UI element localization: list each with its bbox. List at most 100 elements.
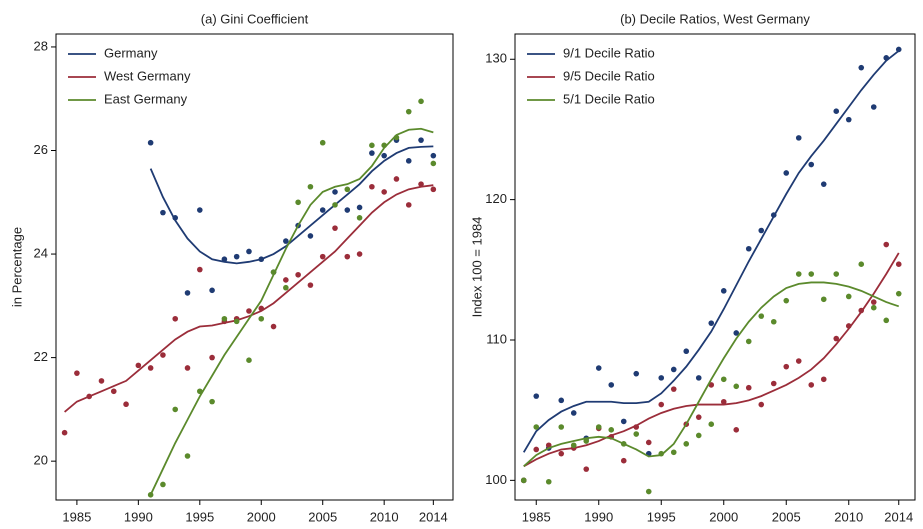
plot-frame: [514, 33, 916, 501]
y-tick-label: 22: [34, 349, 48, 364]
data-point: [633, 370, 640, 377]
data-point: [197, 207, 203, 213]
data-point: [418, 137, 424, 143]
data-point: [833, 108, 840, 114]
x-tick-label: 1990: [124, 509, 153, 524]
data-point: [295, 271, 301, 278]
data-point: [283, 284, 289, 291]
data-point: [381, 152, 387, 159]
data-point: [783, 297, 790, 304]
data-point: [570, 442, 577, 449]
data-point: [770, 380, 777, 387]
y-tick-label: 28: [34, 38, 48, 53]
legend-label: East Germany: [104, 91, 188, 106]
data-point: [319, 207, 326, 213]
data-point: [833, 271, 840, 277]
data-point: [858, 64, 865, 71]
data-point: [405, 158, 412, 164]
smoothed-line: [523, 252, 900, 468]
data-point: [184, 453, 191, 459]
data-point: [608, 427, 615, 433]
data-point: [283, 277, 289, 283]
data-point: [344, 207, 351, 213]
data-point: [283, 238, 289, 244]
x-tick-label: 2000: [709, 509, 738, 524]
x-tick-label: 2010: [370, 509, 399, 524]
data-point: [545, 478, 552, 485]
data-point: [695, 432, 702, 439]
data-point: [233, 253, 240, 260]
y-axis-label: in Percentage: [9, 227, 24, 307]
x-tick-label: 2010: [834, 509, 863, 524]
data-point: [98, 378, 105, 384]
data-point: [369, 150, 375, 156]
data-point: [870, 304, 877, 311]
data-point: [246, 308, 252, 314]
data-point: [160, 352, 166, 358]
data-point: [356, 215, 363, 221]
data-point: [520, 477, 527, 484]
data-point: [558, 450, 565, 457]
data-point: [783, 363, 790, 370]
chart-title: (b) Decile Ratios, West Germany: [620, 11, 810, 26]
data-point: [418, 181, 424, 187]
y-axis-label: Index 100 = 1984: [469, 217, 484, 318]
data-point: [172, 406, 179, 413]
data-point: [307, 233, 314, 239]
data-point: [658, 401, 665, 408]
data-point: [74, 370, 80, 376]
data-point: [405, 202, 412, 208]
data-point: [820, 181, 827, 187]
data-point: [332, 225, 338, 231]
data-point: [405, 108, 412, 115]
data-point: [608, 382, 615, 388]
data-point: [870, 104, 877, 110]
data-point: [870, 299, 877, 305]
data-point: [720, 288, 727, 294]
data-point: [883, 241, 890, 248]
y-tick-label: 24: [34, 245, 48, 260]
plot-frame: [55, 33, 454, 501]
x-tick-label: 1995: [185, 509, 214, 524]
data-point: [197, 266, 203, 273]
x-tick-label: 1990: [584, 509, 613, 524]
data-point: [895, 290, 902, 297]
data-point: [620, 418, 627, 425]
data-point: [720, 398, 727, 405]
data-point: [695, 375, 702, 381]
data-point: [808, 271, 815, 277]
data-point: [620, 457, 627, 464]
data-point: [110, 388, 117, 395]
data-point: [770, 318, 777, 325]
data-point: [246, 248, 252, 255]
data-point: [344, 253, 351, 260]
data-point: [209, 398, 215, 405]
data-point: [147, 139, 154, 146]
data-point: [645, 439, 652, 446]
x-tick-label: 2014: [884, 509, 913, 524]
data-point: [369, 142, 375, 149]
data-point: [795, 358, 802, 364]
y-tick-label: 100: [485, 472, 507, 487]
data-point: [135, 362, 142, 369]
data-point: [332, 189, 338, 195]
data-point: [393, 176, 400, 182]
x-tick-label: 1985: [62, 509, 91, 524]
data-point: [745, 338, 752, 345]
data-point: [570, 410, 577, 416]
chart-title: (a) Gini Coefficient: [201, 11, 309, 26]
data-point: [758, 313, 765, 319]
data-point: [583, 466, 590, 472]
data-point: [533, 424, 540, 430]
data-point: [184, 290, 191, 296]
data-point: [745, 245, 752, 252]
smoothed-line: [64, 184, 434, 413]
smoothed-line: [523, 281, 900, 467]
data-point: [845, 116, 852, 123]
data-point: [670, 366, 677, 373]
y-tick-label: 130: [485, 51, 507, 66]
data-point: [758, 401, 765, 408]
data-point: [160, 209, 166, 216]
